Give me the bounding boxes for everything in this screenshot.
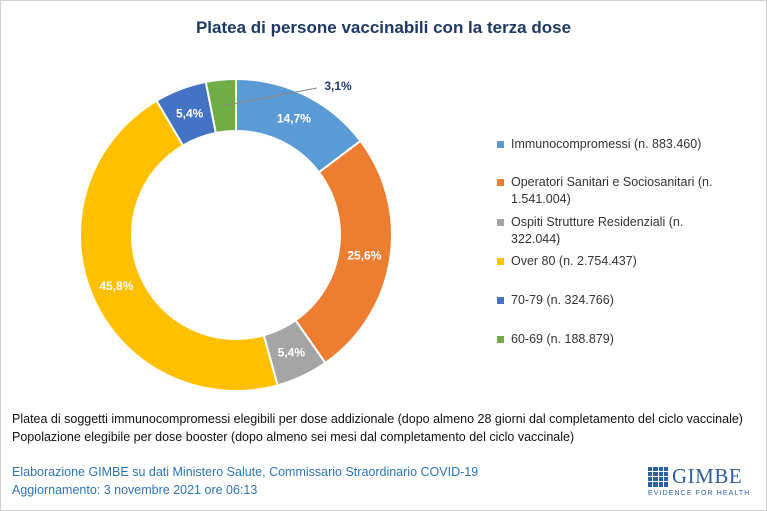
slice-over-80 (79, 99, 279, 392)
legend-item-eta-60-69: 60-69 (n. 188.879) (497, 331, 736, 348)
legend-label: 70-79 (n. 324.766) (511, 293, 614, 307)
gimbe-logo: GIMBE EVIDENCE FOR HEALTH (648, 464, 758, 497)
logo-tagline: EVIDENCE FOR HEALTH (648, 490, 751, 497)
legend-item-immunocompromessi: Immunocompromessi (n. 883.460) (497, 136, 736, 153)
source-text: Elaborazione GIMBE su dati Ministero Sal… (12, 465, 479, 479)
logo-wordmark: GIMBE (672, 464, 743, 488)
note-booster: Popolazione elegibile per dose booster (… (12, 430, 575, 444)
slice-eta-60-69 (204, 77, 237, 135)
legend-swatch (497, 297, 504, 304)
chart-title: Platea di persone vaccinabili con la ter… (195, 18, 572, 37)
legend-swatch (497, 179, 504, 186)
legend-item-over-80: Over 80 (n. 2.754.437) (497, 253, 736, 270)
legend-label: Over 80 (n. 2.754.437) (511, 254, 637, 268)
legend-swatch (497, 219, 504, 226)
note-immunocompromessi: Platea di soggetti immunocompromessi ele… (12, 412, 743, 426)
update-text: Aggiornamento: 3 novembre 2021 ore 06:13 (12, 483, 258, 497)
data-label-over-80: 45,8% (99, 279, 133, 293)
gimbe-logo-mark-icon (648, 466, 668, 487)
slice-operatori-sanitari (294, 139, 393, 365)
legend-swatch (497, 258, 504, 265)
legend-swatch (497, 141, 504, 148)
legend-label: 60-69 (n. 188.879) (511, 332, 614, 346)
data-label-eta-60-69: 3,1% (324, 79, 352, 93)
leader-line-eta-60-69 (223, 87, 318, 107)
legend-item-ospiti-strutture: Ospiti Strutture Residenziali (n. 322.04… (497, 214, 736, 248)
legend-item-operatori-sanitari: Operatori Sanitari e Sociosanitari (n. 1… (497, 174, 736, 208)
legend-label: Operatori Sanitari e Sociosanitari (n. 1… (511, 175, 713, 206)
data-label-immunocompromessi: 14,7% (277, 112, 311, 126)
legend-swatch (497, 336, 504, 343)
data-label-operatori-sanitari: 25,6% (347, 248, 381, 262)
data-label-eta-70-79: 5,4% (176, 107, 204, 121)
legend-label: Ospiti Strutture Residenziali (n. 322.04… (511, 215, 684, 246)
legend-label: Immunocompromessi (n. 883.460) (511, 137, 702, 151)
data-label-ospiti-strutture: 5,4% (278, 346, 306, 360)
legend-item-eta-70-79: 70-79 (n. 324.766) (497, 292, 736, 309)
